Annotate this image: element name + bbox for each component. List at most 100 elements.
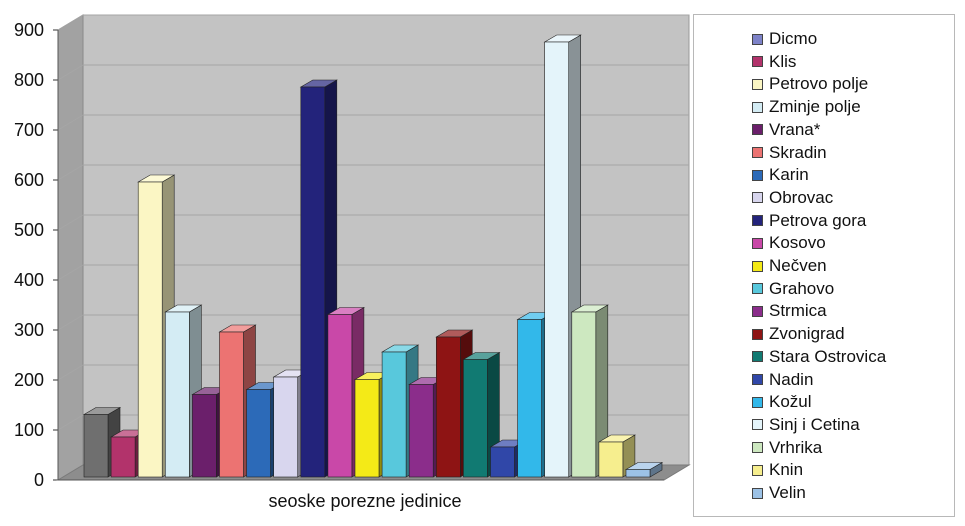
bar-ne-ven [354, 379, 380, 478]
legend-swatch [752, 464, 763, 476]
legend-label: Dicmo [769, 29, 818, 48]
legend-swatch [752, 374, 763, 385]
legend-label: Nečven [769, 256, 827, 275]
legend-swatch [752, 305, 763, 317]
legend-label: Strmica [769, 301, 827, 321]
legend-item: Vrana* [752, 119, 820, 141]
legend-swatch [752, 328, 763, 340]
legend-item: Strmica [752, 300, 827, 322]
legend-label: Vrhrika [769, 437, 823, 457]
bar-ko-ul [517, 319, 542, 478]
gridline-side [57, 314, 84, 331]
legend-swatch [752, 442, 763, 454]
x-axis-label: seoske porezne jedinice [268, 491, 462, 511]
legend-item: Velin [752, 482, 806, 504]
legend-item: Grahovo [752, 278, 834, 300]
y-tick-label: 500 [14, 220, 44, 240]
y-tick-label: 400 [14, 270, 44, 290]
y-tick-label: 200 [14, 370, 44, 390]
legend-item: Zvonigrad [752, 323, 845, 345]
legend-item: Klis [752, 51, 796, 73]
y-tick-label: 600 [14, 170, 44, 190]
legend-label: Knin [769, 460, 804, 480]
legend-label: Petrova gora [769, 210, 867, 230]
legend-swatch [752, 237, 763, 249]
legend-item: Sinj i Cetina [752, 414, 860, 436]
legend-swatch [752, 396, 763, 408]
legend-label: Sinj i Cetina [769, 414, 860, 434]
gridline-side [57, 364, 84, 381]
bar-sinj-i-cetina [544, 41, 570, 478]
legend-item: Kožul [752, 391, 812, 413]
bar-karin [246, 389, 271, 478]
legend-item: Nečven [752, 255, 827, 277]
legend-swatch [752, 124, 763, 136]
bar-petrova-gora [300, 86, 326, 478]
y-tick-label: 900 [14, 20, 44, 40]
legend-label: Zvonigrad [769, 324, 845, 344]
legend-swatch [752, 33, 763, 45]
bar-velin [625, 469, 651, 478]
bar-klis [110, 436, 136, 478]
bar-strmica [408, 384, 434, 478]
legend-label: Petrovo polje [769, 74, 869, 94]
legend-item: Nadin [752, 369, 813, 391]
legend-label: Vrana* [769, 119, 821, 139]
legend-item: Karin [752, 164, 809, 186]
legend-swatch [752, 147, 763, 158]
legend-label: Zminje polje [769, 97, 861, 117]
y-tick-label: 0 [34, 470, 44, 490]
legend-swatch [752, 487, 763, 499]
legend-item: Kosovo [752, 232, 826, 254]
bar-skradin [219, 331, 244, 478]
bar-kosovo [327, 314, 353, 478]
legend-item: Zminje polje [752, 96, 861, 118]
legend-label: Nadin [769, 369, 814, 389]
y-tick-label: 300 [14, 320, 44, 340]
legend-swatch [752, 283, 763, 295]
bar-nadin [490, 446, 515, 478]
bar-stara-ostrovica [463, 359, 488, 478]
gridline-side [57, 14, 84, 31]
y-tick-label: 700 [14, 120, 44, 140]
gridline-side [57, 64, 84, 81]
gridline-side [57, 214, 84, 231]
legend-item: Stara Ostrovica [752, 346, 886, 368]
legend-label: Obrovac [769, 187, 834, 207]
legend: Dicmo Klis Petrovo polje Zminje polje Vrana*… [693, 14, 955, 517]
bar-petrovo-polje [137, 181, 163, 478]
legend-item: Skradin [752, 142, 827, 164]
bar-zminje-polje [165, 311, 190, 478]
bar-knin [598, 441, 624, 478]
gridline-side [57, 414, 84, 431]
legend-swatch [752, 56, 763, 68]
y-tick-label: 800 [14, 70, 44, 90]
gridline-side [57, 264, 84, 281]
legend-label: Stara Ostrovica [769, 346, 887, 366]
legend-swatch [752, 419, 763, 431]
legend-label: Karin [769, 165, 809, 185]
gridline-side [57, 164, 84, 181]
gridline-side [57, 114, 84, 131]
legend-label: Grahovo [769, 278, 835, 298]
legend-item: Petrova gora [752, 210, 866, 232]
bar-grahovo [381, 351, 407, 478]
y-tick-label: 100 [14, 420, 44, 440]
bar-vrhrika [571, 311, 597, 478]
legend-swatch [752, 215, 763, 227]
bar-zvonigrad [435, 336, 461, 478]
legend-item: Dicmo [752, 28, 817, 50]
legend-item: Vrhrika [752, 437, 822, 459]
legend-item: Petrovo polje [752, 73, 868, 95]
bar-vrana [192, 394, 217, 478]
legend-label: Skradin [769, 142, 827, 162]
legend-item: Obrovac [752, 187, 833, 209]
bar-obrovac [273, 376, 299, 478]
legend-label: Kosovo [769, 233, 826, 253]
legend-label: Klis [769, 51, 797, 71]
legend-swatch [752, 101, 763, 113]
legend-label: Kožul [769, 392, 812, 412]
legend-swatch [752, 192, 763, 204]
